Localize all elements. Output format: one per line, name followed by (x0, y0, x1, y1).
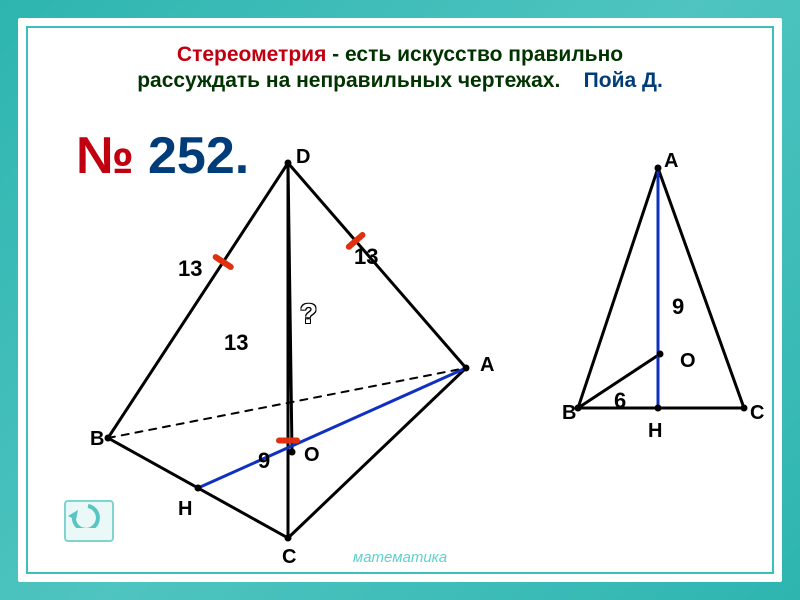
geom-label: A (664, 150, 678, 173)
geom-label: D (296, 146, 310, 169)
geom-label: H (178, 498, 192, 521)
geom-label: A (480, 354, 494, 377)
back-button[interactable] (64, 500, 114, 542)
geom-label: O (304, 444, 320, 467)
geom-label: C (750, 402, 764, 425)
geom-label: B (562, 402, 576, 425)
geom-label: O (680, 350, 696, 373)
geom-label: B (90, 428, 104, 451)
geom-label: 13 (224, 330, 248, 356)
geom-label: ? (300, 298, 317, 330)
slide-frame: Стереометрия - есть искусство правильно … (0, 0, 800, 600)
geom-label: 13 (178, 256, 202, 282)
geom-label: 6 (614, 388, 626, 414)
geom-label: 9 (258, 448, 270, 474)
back-arrow-icon (66, 502, 100, 528)
geom-label: 13 (354, 244, 378, 270)
geometry-svg (28, 28, 776, 576)
geom-label: H (648, 420, 662, 443)
content-panel: Стереометрия - есть искусство правильно … (26, 26, 774, 574)
footer-text: математика (28, 549, 772, 566)
geom-label: 9 (672, 294, 684, 320)
